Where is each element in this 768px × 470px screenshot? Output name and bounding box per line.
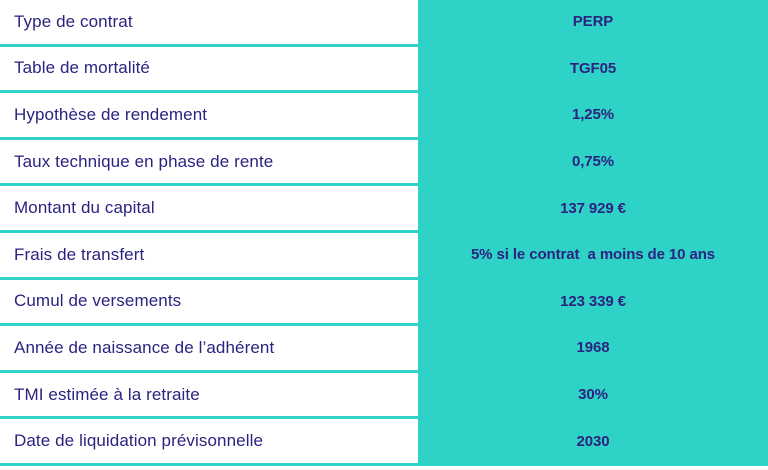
row-label: Cumul de versements: [0, 279, 416, 324]
row-label: Date de liquidation prévisonnelle: [0, 419, 416, 463]
row-value: TGF05: [416, 46, 768, 91]
table-row: Montant du capital 137 929 €: [0, 186, 768, 233]
row-value: PERP: [416, 0, 768, 44]
table-row: Type de contrat PERP: [0, 0, 768, 47]
row-value: 1,25%: [416, 93, 768, 137]
table-row: Année de naissance de l’adhérent 1968: [0, 326, 768, 373]
row-label: Type de contrat: [0, 0, 416, 44]
row-label: Montant du capital: [0, 186, 416, 230]
row-value: 1968: [416, 326, 768, 370]
row-value: 0,75%: [416, 139, 768, 184]
row-label: Table de mortalité: [0, 46, 416, 91]
row-label: TMI estimée à la retraite: [0, 372, 416, 417]
row-value: 2030: [416, 419, 768, 463]
row-value: 137 929 €: [416, 186, 768, 230]
row-label: Taux technique en phase de rente: [0, 139, 416, 184]
table-row: Taux technique en phase de rente 0,75%: [0, 139, 768, 187]
table-row: Frais de transfert 5% si le contrat a mo…: [0, 232, 768, 280]
row-label: Hypothèse de rendement: [0, 93, 416, 137]
row-value: 123 339 €: [416, 279, 768, 324]
table-row: Date de liquidation prévisonnelle 2030: [0, 419, 768, 466]
table-row: TMI estimée à la retraite 30%: [0, 372, 768, 420]
table-row: Cumul de versements 123 339 €: [0, 279, 768, 327]
row-value: 5% si le contrat a moins de 10 ans: [416, 232, 768, 277]
row-label: Année de naissance de l’adhérent: [0, 326, 416, 370]
row-value: 30%: [416, 372, 768, 417]
table-row: Table de mortalité TGF05: [0, 46, 768, 94]
table-row: Hypothèse de rendement 1,25%: [0, 93, 768, 140]
row-label: Frais de transfert: [0, 232, 416, 277]
